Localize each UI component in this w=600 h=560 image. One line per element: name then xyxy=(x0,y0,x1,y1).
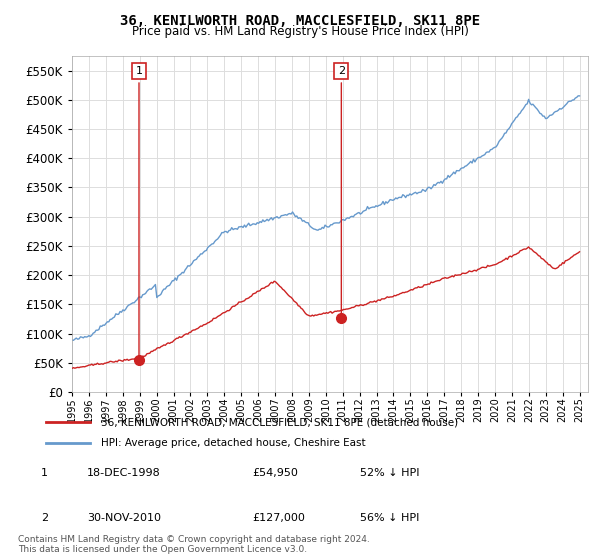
Text: £54,950: £54,950 xyxy=(252,468,298,478)
Text: 2: 2 xyxy=(338,66,345,315)
Text: 36, KENILWORTH ROAD, MACCLESFIELD, SK11 8PE: 36, KENILWORTH ROAD, MACCLESFIELD, SK11 … xyxy=(120,14,480,28)
Text: Price paid vs. HM Land Registry's House Price Index (HPI): Price paid vs. HM Land Registry's House … xyxy=(131,25,469,38)
Text: 30-NOV-2010: 30-NOV-2010 xyxy=(87,513,161,523)
Text: 18-DEC-1998: 18-DEC-1998 xyxy=(87,468,161,478)
Text: 1: 1 xyxy=(136,66,142,357)
Text: 36, KENILWORTH ROAD, MACCLESFIELD, SK11 8PE (detached house): 36, KENILWORTH ROAD, MACCLESFIELD, SK11 … xyxy=(101,417,458,427)
Text: £127,000: £127,000 xyxy=(252,513,305,523)
Text: 1: 1 xyxy=(41,468,48,478)
Text: HPI: Average price, detached house, Cheshire East: HPI: Average price, detached house, Ches… xyxy=(101,438,365,448)
Text: 2: 2 xyxy=(41,513,48,523)
Text: 52% ↓ HPI: 52% ↓ HPI xyxy=(360,468,419,478)
Text: Contains HM Land Registry data © Crown copyright and database right 2024.
This d: Contains HM Land Registry data © Crown c… xyxy=(18,535,370,554)
Text: 56% ↓ HPI: 56% ↓ HPI xyxy=(360,513,419,523)
